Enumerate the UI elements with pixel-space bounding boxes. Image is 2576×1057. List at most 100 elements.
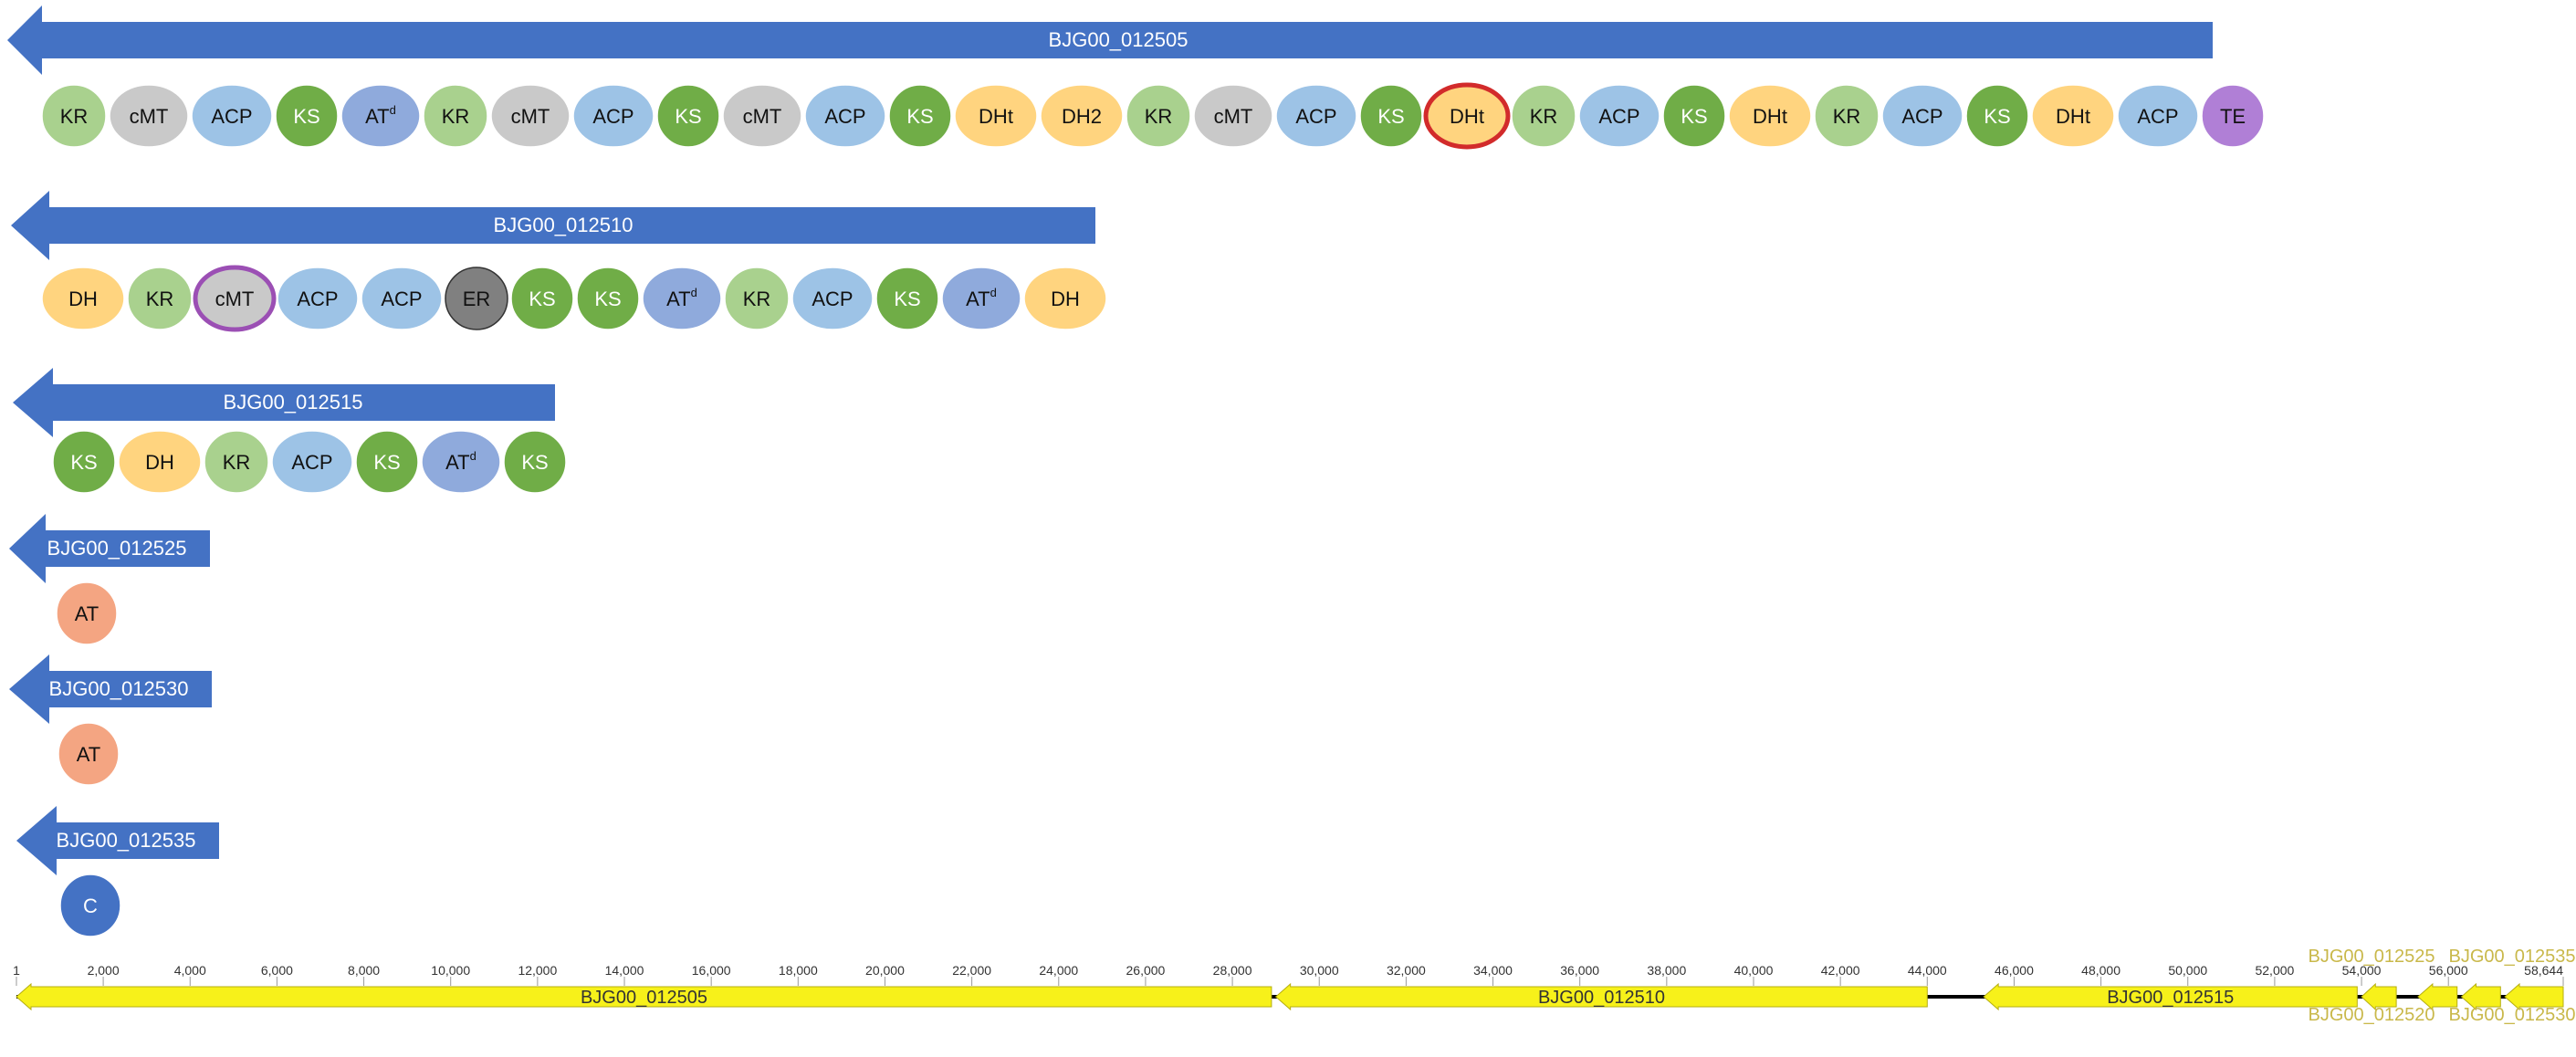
domain-acp: ACP bbox=[277, 267, 359, 330]
domain-at-d: ATd bbox=[340, 84, 421, 148]
domain-ks: KS bbox=[888, 84, 952, 148]
domain-label: ACP bbox=[824, 105, 865, 128]
tick-label: 20,000 bbox=[865, 963, 905, 978]
domain-label: DHt bbox=[979, 105, 1013, 128]
domain-kr: KR bbox=[204, 430, 269, 494]
domain-ellipse bbox=[1423, 82, 1511, 150]
genome-gene-bjg00-012530 bbox=[2460, 982, 2501, 1011]
domain-ellipse bbox=[1881, 84, 1963, 148]
tick-label: 1 bbox=[13, 963, 20, 978]
domain-label: KS bbox=[894, 288, 920, 310]
domain-cmt: cMT bbox=[722, 84, 802, 148]
domain-at-d: ATd bbox=[941, 267, 1021, 330]
domain-label: DH bbox=[1051, 288, 1080, 310]
gene-domain-rows: BJG00_012505 KR cMT ACP KS ATd KR cMT ACP KS cMT AC… bbox=[7, 5, 2265, 937]
genome-gene-label-bjg00-012535: BJG00_012535 bbox=[2448, 947, 2575, 967]
genome-gene-label: BJG00_012515 bbox=[2107, 988, 2234, 1008]
domain-acp: ACP bbox=[791, 267, 874, 330]
domain-label: ACP bbox=[1901, 105, 1942, 128]
domain-ellipse bbox=[1728, 84, 1812, 148]
domain-label: ACP bbox=[211, 105, 252, 128]
domain-ellipse bbox=[191, 84, 273, 148]
domain-label: ACP bbox=[291, 451, 332, 474]
genome-gene-bjg00-012520 bbox=[2361, 982, 2397, 1011]
domain-ellipse bbox=[2031, 84, 2115, 148]
domain-ellipse bbox=[340, 84, 421, 148]
gene-bjg00-012535: BJG00_012535 C bbox=[16, 806, 219, 937]
domain-ellipse bbox=[193, 265, 277, 332]
domain-dht: DHt bbox=[1423, 82, 1511, 150]
domain-label: KR bbox=[146, 288, 174, 310]
tick-label: 8,000 bbox=[348, 963, 380, 978]
domain-ks: KS bbox=[576, 267, 640, 330]
domain-ellipse bbox=[56, 581, 118, 645]
domain-ellipse bbox=[109, 84, 189, 148]
domain-ellipse bbox=[510, 267, 574, 330]
gene-bjg00-012530: BJG00_012530 AT bbox=[9, 654, 212, 786]
domain-ellipse bbox=[41, 84, 107, 148]
tick-label: 46,000 bbox=[1995, 963, 2034, 978]
domain-acp: ACP bbox=[572, 84, 654, 148]
domain-ellipse bbox=[888, 84, 952, 148]
genome-gene-label-bjg00-012520: BJG00_012520 bbox=[2308, 1005, 2435, 1025]
gene-arrow-label: BJG00_012525 bbox=[47, 537, 187, 560]
domain-ellipse bbox=[118, 430, 202, 494]
domain-label: AT bbox=[75, 602, 99, 625]
genome-gene-bjg00-012510: BJG00_012510 bbox=[1274, 982, 1928, 1011]
domain-ks: KS bbox=[355, 430, 419, 494]
domain-c: C bbox=[59, 874, 121, 937]
genome-map: 1 2,000 4,000 6,000 8,000 10,000 12,000 14,000 1… bbox=[13, 947, 2575, 1025]
gene-arrow-label: BJG00_012535 bbox=[57, 829, 196, 852]
domain-label: KR bbox=[1833, 105, 1861, 128]
tick-label: 32,000 bbox=[1387, 963, 1426, 978]
domain-ellipse bbox=[423, 84, 488, 148]
tick-label: 12,000 bbox=[518, 963, 557, 978]
genome-gene-arrow bbox=[2504, 982, 2564, 1011]
domain-ellipse bbox=[941, 267, 1021, 330]
domain-at-d: ATd bbox=[642, 267, 722, 330]
domain-ellipse bbox=[1193, 84, 1273, 148]
domain-label: C bbox=[83, 895, 98, 917]
domain-ellipse bbox=[2117, 84, 2199, 148]
tick-label: 22,000 bbox=[952, 963, 991, 978]
domain-label: ER bbox=[463, 288, 491, 310]
tick-label: 6,000 bbox=[261, 963, 293, 978]
domain-kr: KR bbox=[127, 267, 193, 330]
domain-label: KR bbox=[223, 451, 251, 474]
domain-label: KS bbox=[906, 105, 933, 128]
domain-at: AT bbox=[58, 722, 120, 786]
domain-ellipse bbox=[127, 267, 193, 330]
domain-label: cMT bbox=[130, 105, 169, 128]
domain-ks: KS bbox=[1359, 84, 1423, 148]
domain-dht: DHt bbox=[954, 84, 1038, 148]
domain-label: ACP bbox=[2137, 105, 2178, 128]
genome-gene bbox=[2417, 982, 2458, 1011]
domain-at-d: ATd bbox=[421, 430, 501, 494]
genome-gene-outer-labels: BJG00_012525 BJG00_012535 BJG00_012520 BJG0… bbox=[2308, 947, 2575, 1025]
domain-ellipse bbox=[1578, 84, 1660, 148]
gene-arrow-label: BJG00_012530 bbox=[49, 677, 189, 700]
gene-arrow-label: BJG00_012505 bbox=[1049, 28, 1189, 51]
domain-kr: KR bbox=[1511, 84, 1576, 148]
domain-ellipse bbox=[724, 267, 790, 330]
domain-label: KS bbox=[521, 451, 548, 474]
domain-label: cMT bbox=[743, 105, 782, 128]
tick-label: 52,000 bbox=[2255, 963, 2294, 978]
domain-cmt: cMT bbox=[109, 84, 189, 148]
domain-kr: KR bbox=[724, 267, 790, 330]
tick-label: 40,000 bbox=[1734, 963, 1774, 978]
domain-ks: KS bbox=[503, 430, 567, 494]
domain-cmt: cMT bbox=[490, 84, 571, 148]
domain-ellipse bbox=[804, 84, 886, 148]
domain-ellipse bbox=[2201, 84, 2265, 148]
domain-ellipse bbox=[52, 430, 116, 494]
domain-label: KS bbox=[1681, 105, 1707, 128]
genome-gene-arrow bbox=[2417, 982, 2458, 1011]
domain-ellipse bbox=[277, 267, 359, 330]
gene-bjg00-012515: BJG00_012515 KS DH KR ACP KS ATd KS bbox=[13, 368, 567, 494]
domain-label: ACP bbox=[812, 288, 853, 310]
genome-gene-label: BJG00_012510 bbox=[1538, 988, 1665, 1008]
domain-label: ACP bbox=[381, 288, 422, 310]
domain-label: KS bbox=[529, 288, 555, 310]
genome-gene-arrow bbox=[2361, 982, 2397, 1011]
